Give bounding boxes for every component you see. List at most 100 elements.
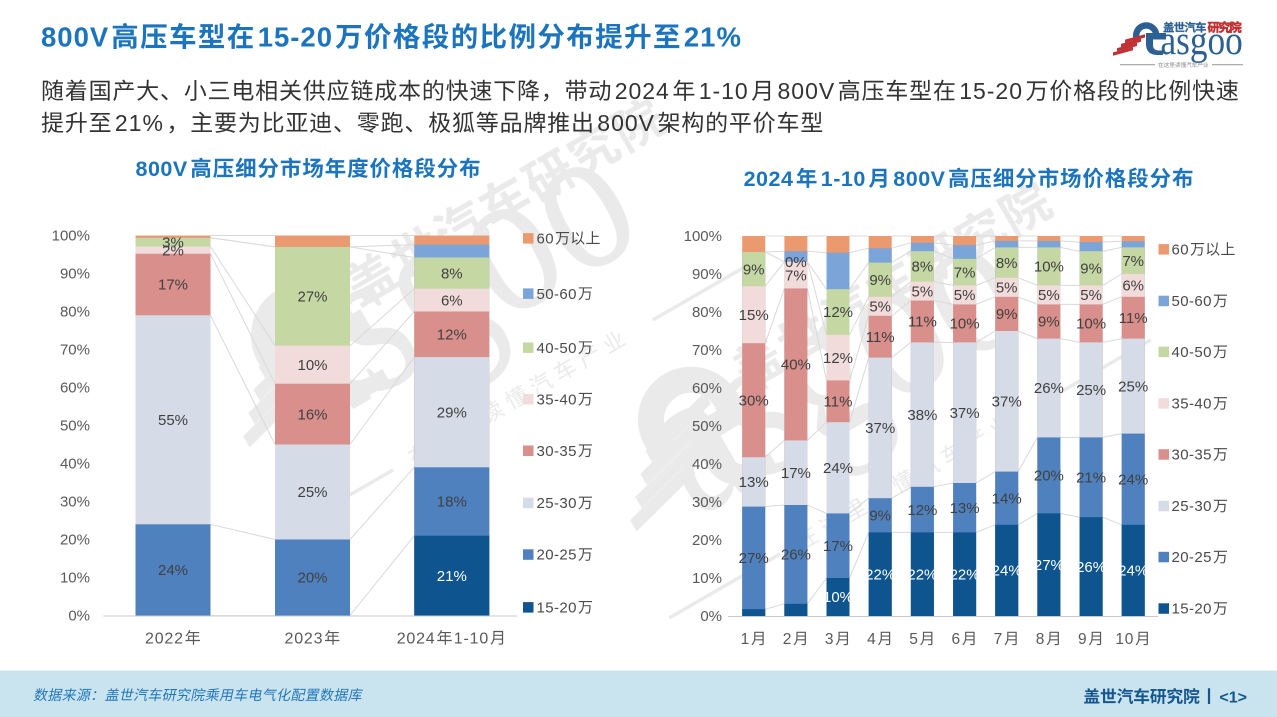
svg-text:26%: 26% (781, 547, 811, 564)
svg-text:7%: 7% (785, 267, 807, 284)
svg-text:1-10: 1-10 (821, 167, 866, 191)
svg-text:14%: 14% (992, 490, 1022, 507)
svg-text:5%: 5% (996, 280, 1018, 297)
svg-text:24%: 24% (1118, 471, 1148, 488)
svg-text:15-20: 15-20 (258, 22, 333, 53)
svg-text:90%: 90% (692, 266, 722, 283)
svg-text:38%: 38% (907, 407, 937, 424)
svg-text:800V: 800V (778, 78, 836, 104)
svg-text:100%: 100% (52, 228, 90, 245)
svg-text:3%: 3% (162, 234, 184, 251)
svg-text:13%: 13% (739, 474, 769, 491)
svg-text:27%: 27% (1034, 557, 1064, 574)
svg-text:5%: 5% (912, 283, 934, 300)
svg-text:15-20: 15-20 (1172, 601, 1212, 618)
svg-text:22%: 22% (907, 566, 937, 583)
svg-text:9%: 9% (1080, 261, 1102, 278)
svg-text:50-60: 50-60 (1172, 293, 1212, 310)
svg-text:0%: 0% (68, 608, 90, 625)
svg-text:17%: 17% (158, 277, 188, 294)
svg-text:7: 7 (994, 631, 1003, 648)
svg-text:4: 4 (867, 631, 876, 648)
svg-text:24%: 24% (158, 562, 188, 579)
svg-text:35-40: 35-40 (537, 391, 577, 408)
svg-text:25%: 25% (1076, 382, 1106, 399)
svg-text:2024: 2024 (397, 631, 436, 648)
svg-text:80%: 80% (60, 304, 90, 321)
svg-text:30-35: 30-35 (1172, 447, 1212, 464)
svg-text:30-35: 30-35 (537, 443, 577, 460)
svg-text:800V: 800V (893, 167, 945, 191)
svg-text:5%: 5% (1038, 287, 1060, 304)
svg-text:10%: 10% (1034, 259, 1064, 276)
svg-text:9%: 9% (996, 306, 1018, 323)
svg-text:8%: 8% (996, 255, 1018, 272)
svg-text:24%: 24% (1118, 563, 1148, 580)
svg-text:15-20: 15-20 (959, 78, 1023, 104)
svg-text:18%: 18% (437, 494, 467, 511)
svg-text:21%: 21% (437, 568, 467, 585)
svg-text:6%: 6% (1122, 278, 1144, 295)
svg-text:20%: 20% (60, 532, 90, 549)
svg-text:2023: 2023 (285, 631, 324, 648)
svg-text:90%: 90% (60, 266, 90, 283)
svg-text:30%: 30% (692, 494, 722, 511)
svg-text:29%: 29% (437, 404, 467, 421)
svg-text:8%: 8% (441, 265, 463, 282)
svg-text:6%: 6% (441, 292, 463, 309)
svg-text:50-60: 50-60 (537, 286, 577, 303)
svg-text:8%: 8% (912, 259, 934, 276)
svg-text:800V: 800V (136, 157, 188, 181)
svg-text:60%: 60% (60, 380, 90, 397)
svg-text:25-30: 25-30 (1172, 498, 1212, 515)
svg-text:27%: 27% (739, 550, 769, 567)
svg-text:40-50: 40-50 (537, 340, 577, 357)
svg-text:1-10: 1-10 (454, 631, 489, 648)
svg-text:17%: 17% (781, 465, 811, 482)
svg-text:2024: 2024 (615, 78, 670, 104)
svg-text:20%: 20% (1034, 468, 1064, 485)
svg-text:10%: 10% (60, 570, 90, 587)
svg-text:11%: 11% (908, 314, 937, 331)
svg-text:17%: 17% (823, 538, 853, 555)
svg-text:10%: 10% (950, 316, 980, 333)
svg-text:20-25: 20-25 (1172, 549, 1212, 566)
svg-text:9%: 9% (869, 272, 891, 289)
svg-text:30%: 30% (739, 392, 769, 409)
svg-text:24%: 24% (823, 460, 853, 477)
svg-text:15-20: 15-20 (537, 600, 577, 617)
svg-text:40%: 40% (692, 456, 722, 473)
svg-text:37%: 37% (865, 420, 895, 437)
svg-text:25%: 25% (297, 484, 327, 501)
svg-text:2022: 2022 (145, 631, 184, 648)
svg-text:24%: 24% (992, 563, 1022, 580)
svg-text:1-10: 1-10 (699, 78, 749, 104)
svg-text:60: 60 (537, 231, 555, 248)
svg-text:2: 2 (783, 631, 792, 648)
svg-text:50%: 50% (692, 418, 722, 435)
svg-text:<1>: <1> (1219, 690, 1247, 707)
svg-text:9%: 9% (1038, 314, 1060, 331)
svg-text:80%: 80% (692, 304, 722, 321)
svg-text:3: 3 (825, 631, 834, 648)
svg-text:12%: 12% (907, 502, 937, 519)
svg-text:30%: 30% (60, 494, 90, 511)
svg-text:6: 6 (952, 631, 961, 648)
svg-text:20-25: 20-25 (537, 547, 577, 564)
svg-text:800V: 800V (41, 22, 109, 53)
svg-text:2024: 2024 (744, 167, 794, 191)
svg-text:2%: 2% (162, 242, 184, 259)
svg-text:12%: 12% (823, 350, 853, 367)
svg-text:70%: 70% (692, 342, 722, 359)
svg-text:10%: 10% (297, 357, 327, 374)
svg-text:22%: 22% (865, 566, 895, 583)
svg-text:40%: 40% (60, 456, 90, 473)
svg-text:10%: 10% (1076, 316, 1106, 333)
svg-text:5%: 5% (954, 287, 976, 304)
svg-text:21%: 21% (684, 22, 742, 53)
svg-text:7%: 7% (1122, 253, 1144, 270)
svg-text:10%: 10% (692, 570, 722, 587)
svg-text:1: 1 (741, 631, 750, 648)
svg-text:15%: 15% (739, 307, 769, 324)
svg-text:21%: 21% (1076, 470, 1106, 487)
